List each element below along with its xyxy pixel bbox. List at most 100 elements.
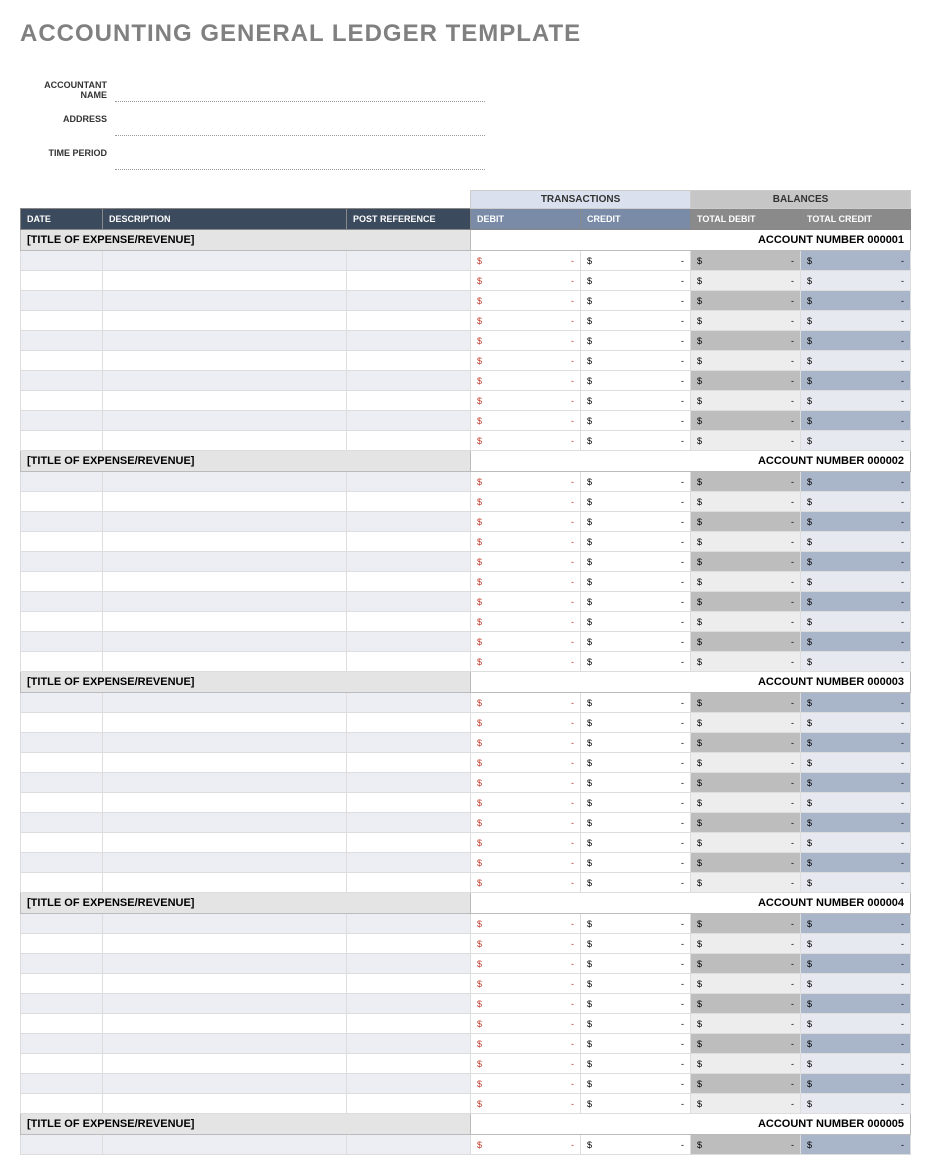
- date-cell[interactable]: [21, 472, 103, 492]
- debit-cell[interactable]: $-: [471, 652, 581, 672]
- post-reference-cell[interactable]: [347, 1034, 471, 1054]
- credit-cell[interactable]: $-: [581, 873, 691, 893]
- credit-cell[interactable]: $-: [581, 1054, 691, 1074]
- credit-cell[interactable]: $-: [581, 1034, 691, 1054]
- credit-cell[interactable]: $-: [581, 954, 691, 974]
- date-cell[interactable]: [21, 652, 103, 672]
- description-cell[interactable]: [103, 492, 347, 512]
- debit-cell[interactable]: $-: [471, 733, 581, 753]
- description-cell[interactable]: [103, 1034, 347, 1054]
- description-cell[interactable]: [103, 331, 347, 351]
- date-cell[interactable]: [21, 1054, 103, 1074]
- date-cell[interactable]: [21, 411, 103, 431]
- debit-cell[interactable]: $-: [471, 492, 581, 512]
- debit-cell[interactable]: $-: [471, 1054, 581, 1074]
- total-debit-cell[interactable]: $-: [691, 873, 801, 893]
- debit-cell[interactable]: $-: [471, 592, 581, 612]
- debit-cell[interactable]: $-: [471, 612, 581, 632]
- date-cell[interactable]: [21, 733, 103, 753]
- total-credit-cell[interactable]: $-: [801, 271, 911, 291]
- date-cell[interactable]: [21, 592, 103, 612]
- debit-cell[interactable]: $-: [471, 693, 581, 713]
- credit-cell[interactable]: $-: [581, 853, 691, 873]
- total-debit-cell[interactable]: $-: [691, 954, 801, 974]
- description-cell[interactable]: [103, 1135, 347, 1155]
- total-credit-cell[interactable]: $-: [801, 532, 911, 552]
- accountant-input[interactable]: [115, 78, 485, 102]
- total-debit-cell[interactable]: $-: [691, 492, 801, 512]
- total-debit-cell[interactable]: $-: [691, 271, 801, 291]
- credit-cell[interactable]: $-: [581, 472, 691, 492]
- debit-cell[interactable]: $-: [471, 954, 581, 974]
- credit-cell[interactable]: $-: [581, 713, 691, 733]
- credit-cell[interactable]: $-: [581, 572, 691, 592]
- debit-cell[interactable]: $-: [471, 934, 581, 954]
- section-title[interactable]: [TITLE OF EXPENSE/REVENUE]: [21, 1114, 471, 1135]
- total-debit-cell[interactable]: $-: [691, 311, 801, 331]
- description-cell[interactable]: [103, 753, 347, 773]
- total-debit-cell[interactable]: $-: [691, 693, 801, 713]
- date-cell[interactable]: [21, 431, 103, 451]
- total-credit-cell[interactable]: $-: [801, 873, 911, 893]
- description-cell[interactable]: [103, 592, 347, 612]
- total-debit-cell[interactable]: $-: [691, 934, 801, 954]
- credit-cell[interactable]: $-: [581, 833, 691, 853]
- date-cell[interactable]: [21, 492, 103, 512]
- post-reference-cell[interactable]: [347, 371, 471, 391]
- time-period-input[interactable]: [115, 146, 485, 170]
- post-reference-cell[interactable]: [347, 1014, 471, 1034]
- total-debit-cell[interactable]: $-: [691, 592, 801, 612]
- description-cell[interactable]: [103, 994, 347, 1014]
- total-debit-cell[interactable]: $-: [691, 1135, 801, 1155]
- post-reference-cell[interactable]: [347, 512, 471, 532]
- total-debit-cell[interactable]: $-: [691, 351, 801, 371]
- debit-cell[interactable]: $-: [471, 994, 581, 1014]
- date-cell[interactable]: [21, 753, 103, 773]
- credit-cell[interactable]: $-: [581, 431, 691, 451]
- date-cell[interactable]: [21, 813, 103, 833]
- total-debit-cell[interactable]: $-: [691, 251, 801, 271]
- section-title[interactable]: [TITLE OF EXPENSE/REVENUE]: [21, 451, 471, 472]
- total-debit-cell[interactable]: $-: [691, 1014, 801, 1034]
- total-credit-cell[interactable]: $-: [801, 391, 911, 411]
- post-reference-cell[interactable]: [347, 612, 471, 632]
- debit-cell[interactable]: $-: [471, 813, 581, 833]
- total-credit-cell[interactable]: $-: [801, 713, 911, 733]
- post-reference-cell[interactable]: [347, 954, 471, 974]
- post-reference-cell[interactable]: [347, 592, 471, 612]
- post-reference-cell[interactable]: [347, 251, 471, 271]
- post-reference-cell[interactable]: [347, 713, 471, 733]
- date-cell[interactable]: [21, 934, 103, 954]
- credit-cell[interactable]: $-: [581, 291, 691, 311]
- credit-cell[interactable]: $-: [581, 1094, 691, 1114]
- post-reference-cell[interactable]: [347, 632, 471, 652]
- total-debit-cell[interactable]: $-: [691, 652, 801, 672]
- credit-cell[interactable]: $-: [581, 311, 691, 331]
- total-credit-cell[interactable]: $-: [801, 371, 911, 391]
- date-cell[interactable]: [21, 391, 103, 411]
- post-reference-cell[interactable]: [347, 914, 471, 934]
- total-credit-cell[interactable]: $-: [801, 291, 911, 311]
- total-debit-cell[interactable]: $-: [691, 833, 801, 853]
- post-reference-cell[interactable]: [347, 1074, 471, 1094]
- debit-cell[interactable]: $-: [471, 713, 581, 733]
- date-cell[interactable]: [21, 1074, 103, 1094]
- description-cell[interactable]: [103, 532, 347, 552]
- description-cell[interactable]: [103, 974, 347, 994]
- total-debit-cell[interactable]: $-: [691, 1094, 801, 1114]
- total-credit-cell[interactable]: $-: [801, 311, 911, 331]
- post-reference-cell[interactable]: [347, 793, 471, 813]
- debit-cell[interactable]: $-: [471, 853, 581, 873]
- description-cell[interactable]: [103, 632, 347, 652]
- total-credit-cell[interactable]: $-: [801, 733, 911, 753]
- debit-cell[interactable]: $-: [471, 572, 581, 592]
- date-cell[interactable]: [21, 1034, 103, 1054]
- total-credit-cell[interactable]: $-: [801, 572, 911, 592]
- section-title[interactable]: [TITLE OF EXPENSE/REVENUE]: [21, 230, 471, 251]
- date-cell[interactable]: [21, 291, 103, 311]
- description-cell[interactable]: [103, 552, 347, 572]
- total-debit-cell[interactable]: $-: [691, 733, 801, 753]
- total-debit-cell[interactable]: $-: [691, 974, 801, 994]
- total-credit-cell[interactable]: $-: [801, 552, 911, 572]
- post-reference-cell[interactable]: [347, 472, 471, 492]
